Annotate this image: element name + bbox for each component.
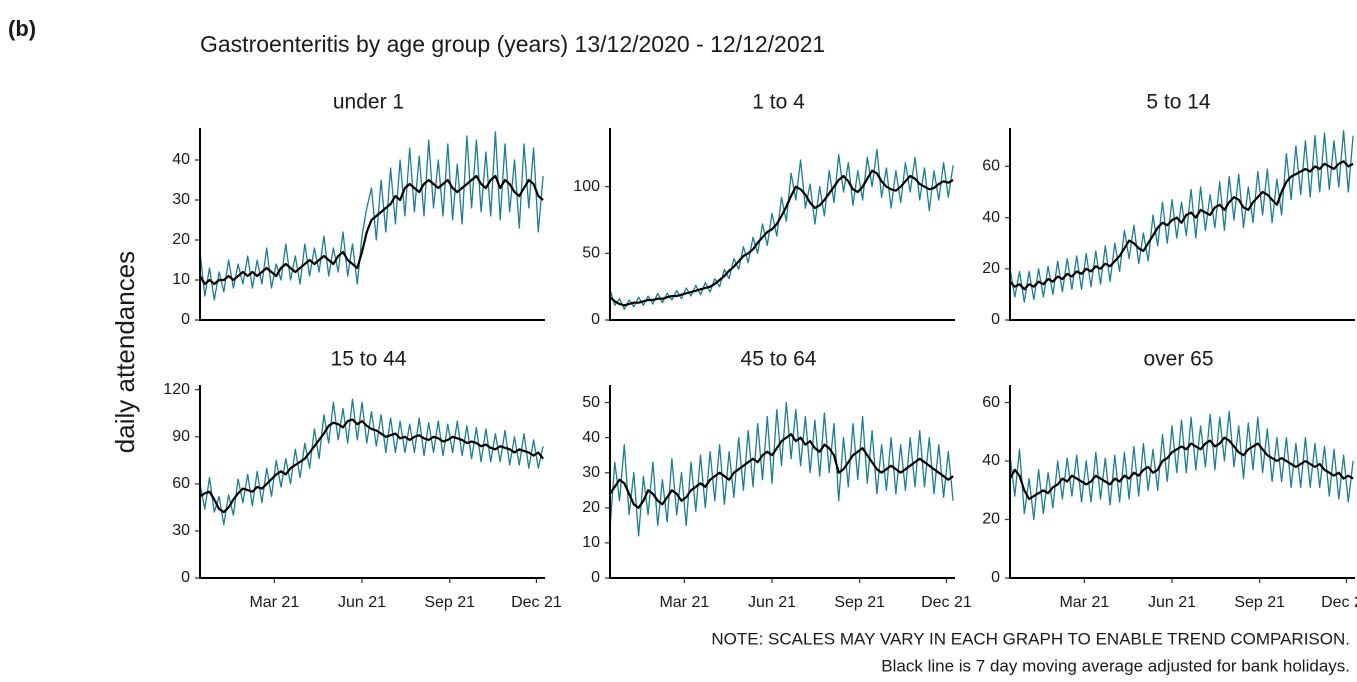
data-line [1009, 436, 1354, 501]
data-line [199, 418, 544, 514]
chart-title: Gastroenteritis by age group (years) 13/… [200, 31, 825, 57]
facet-title: 1 to 4 [752, 91, 805, 114]
x-tick-label: Jun 21 [1148, 594, 1196, 611]
y-tick-label: 30 [172, 191, 190, 208]
y-tick-label: 10 [582, 534, 600, 551]
note: Black line is 7 day moving average adjus… [881, 656, 1350, 675]
y-tick-label: 60 [982, 158, 1000, 175]
y-tick-label: 0 [181, 569, 190, 586]
x-tick-label: Dec 21 [1321, 594, 1357, 611]
y-tick-label: 100 [573, 178, 600, 195]
data-line [199, 398, 544, 526]
facet-title: 45 to 64 [741, 348, 817, 371]
x-tick-label: Sep 21 [1234, 594, 1285, 611]
y-tick-label: 30 [582, 464, 600, 481]
y-tick-label: 0 [991, 569, 1000, 586]
x-tick-label: Sep 21 [424, 594, 475, 611]
data-line [1009, 160, 1354, 291]
y-tick-label: 30 [172, 522, 190, 539]
y-tick-label: 90 [172, 428, 190, 445]
x-tick-label: Mar 21 [1059, 594, 1109, 611]
x-tick-label: Mar 21 [659, 594, 709, 611]
y-tick-label: 50 [582, 394, 600, 411]
y-tick-label: 60 [172, 475, 190, 492]
facet-title: under 1 [333, 91, 404, 114]
y-tick-label: 0 [591, 311, 600, 328]
y-tick-label: 20 [582, 499, 600, 516]
y-tick-label: 50 [582, 245, 600, 262]
x-tick-label: Jun 21 [338, 594, 386, 611]
y-tick-label: 40 [582, 429, 600, 446]
y-tick-label: 60 [982, 394, 1000, 411]
data-line [609, 401, 954, 537]
y-tick-label: 20 [982, 260, 1000, 277]
y-tick-label: 40 [982, 209, 1000, 226]
y-tick-label: 40 [982, 452, 1000, 469]
y-tick-label: 20 [982, 511, 1000, 528]
data-line [1009, 410, 1354, 521]
x-tick-label: Sep 21 [834, 594, 885, 611]
data-line [609, 433, 954, 509]
x-tick-label: Dec 21 [511, 594, 562, 611]
data-line [609, 169, 954, 307]
y-tick-label: 120 [163, 381, 190, 398]
y-axis-label: daily attendances [110, 251, 140, 453]
data-line [199, 174, 544, 286]
panel-label: (b) [8, 16, 36, 41]
facet-title: over 65 [1143, 348, 1213, 371]
y-tick-label: 40 [172, 151, 190, 168]
y-tick-label: 10 [172, 271, 190, 288]
x-tick-label: Dec 21 [921, 594, 972, 611]
y-tick-label: 0 [991, 311, 1000, 328]
data-line [199, 131, 544, 301]
data-line [1009, 129, 1354, 303]
x-tick-label: Jun 21 [748, 594, 796, 611]
x-tick-label: Mar 21 [249, 594, 299, 611]
y-tick-label: 20 [172, 231, 190, 248]
y-tick-label: 0 [591, 569, 600, 586]
y-tick-label: 0 [181, 311, 190, 328]
note: NOTE: SCALES MAY VARY IN EACH GRAPH TO E… [711, 629, 1350, 648]
facet-title: 15 to 44 [331, 348, 407, 371]
facet-title: 5 to 14 [1146, 91, 1211, 114]
data-line [609, 148, 954, 310]
